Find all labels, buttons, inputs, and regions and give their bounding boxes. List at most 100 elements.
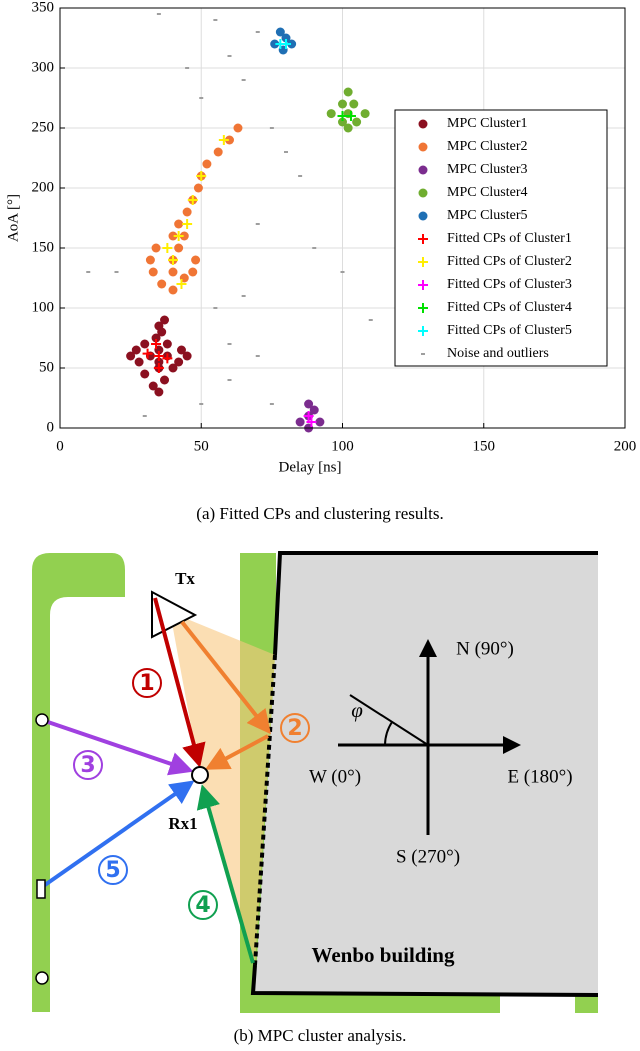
point xyxy=(269,403,274,405)
point xyxy=(151,339,162,349)
point xyxy=(145,255,155,265)
path-badge xyxy=(132,668,162,698)
legend-label: MPC Cluster4 xyxy=(447,185,528,200)
legend-marker xyxy=(418,303,428,313)
building-label: Wenbo building xyxy=(312,943,455,967)
point xyxy=(269,127,274,129)
point xyxy=(142,348,153,359)
point xyxy=(338,117,347,127)
point xyxy=(343,87,353,97)
point xyxy=(306,417,317,427)
rx-antenna xyxy=(191,766,209,784)
y-tick-label: 50 xyxy=(39,359,54,375)
point xyxy=(227,379,232,381)
point xyxy=(182,219,193,229)
point xyxy=(148,267,158,277)
x-tick-label: 100 xyxy=(331,438,354,454)
point xyxy=(131,345,141,355)
point xyxy=(162,339,172,349)
point xyxy=(241,295,246,297)
path-badge xyxy=(280,713,310,743)
y-tick-label: 350 xyxy=(32,0,55,15)
legend-label: MPC Cluster1 xyxy=(447,116,528,131)
point xyxy=(284,151,288,153)
path-number: 1 xyxy=(139,671,154,696)
plot-frame xyxy=(59,7,626,429)
caption: (a) Fitted CPs and clustering results. xyxy=(196,504,443,523)
legend-marker xyxy=(418,188,428,198)
point xyxy=(255,355,260,357)
point xyxy=(176,279,187,289)
point xyxy=(174,243,184,253)
y-tick-label: 300 xyxy=(32,59,55,75)
legend-label: Fitted CPs of Cluster1 xyxy=(447,231,572,246)
point xyxy=(368,319,373,321)
y-tick-label: 0 xyxy=(47,419,55,435)
reflecting-wall xyxy=(253,654,277,966)
point xyxy=(255,223,260,225)
point xyxy=(309,405,319,415)
point xyxy=(182,351,192,361)
x-tick-label: 200 xyxy=(614,438,637,454)
point xyxy=(142,415,147,417)
legend-label: MPC Cluster5 xyxy=(447,208,528,223)
path-arrow xyxy=(204,734,269,770)
point xyxy=(156,13,161,15)
legend-box xyxy=(394,109,608,367)
point xyxy=(173,231,184,241)
angle-arc xyxy=(384,721,393,746)
point xyxy=(225,135,234,145)
point xyxy=(213,147,223,157)
legend-marker xyxy=(418,119,428,129)
path-arrow xyxy=(153,597,206,768)
tx-label: Tx xyxy=(175,569,195,588)
legend-label: Fitted CPs of Cluster3 xyxy=(447,277,572,292)
scatterer xyxy=(35,971,49,985)
chart: 0 50 100 150 200 250 300 350 0 50 100 150 200 MPC Clu… xyxy=(32,0,637,454)
point xyxy=(153,363,164,373)
compass-label: W (0°) xyxy=(309,766,361,787)
point xyxy=(352,117,362,127)
point xyxy=(160,375,170,385)
y-axis-label: AoA [°] xyxy=(5,194,21,242)
point xyxy=(174,219,184,229)
point xyxy=(168,255,178,265)
x-axis-label: Delay [ns] xyxy=(279,459,342,475)
y-tick-label: 150 xyxy=(32,239,55,255)
legend-marker xyxy=(418,326,428,336)
diagram: Tx Rx1 1 2 3 4 5 N (90°) W (0°) E (180°)… xyxy=(32,551,599,1013)
scatterer xyxy=(36,879,46,899)
legend-label: Fitted CPs of Cluster4 xyxy=(447,300,572,315)
point xyxy=(174,357,184,367)
point xyxy=(168,285,178,295)
x-tick-label: 150 xyxy=(473,438,496,454)
point xyxy=(153,351,164,361)
reflection-area xyxy=(170,612,275,965)
point xyxy=(191,255,201,265)
legend-label: Fitted CPs of Cluster2 xyxy=(447,254,572,269)
path-badge xyxy=(98,855,128,885)
point xyxy=(338,99,347,109)
point xyxy=(275,27,285,37)
point xyxy=(168,267,178,277)
scatterer xyxy=(35,713,49,727)
point xyxy=(162,243,173,253)
path-arrow xyxy=(196,784,255,964)
point xyxy=(295,417,305,427)
point xyxy=(304,399,314,409)
compass-label: E (180°) xyxy=(507,766,572,787)
point xyxy=(168,363,178,373)
legend-marker xyxy=(418,257,428,267)
point xyxy=(281,39,291,49)
point xyxy=(140,339,150,349)
point xyxy=(337,111,348,121)
point xyxy=(151,333,161,343)
point xyxy=(227,343,232,345)
point xyxy=(185,67,190,69)
point xyxy=(187,195,198,205)
point xyxy=(298,175,303,177)
point xyxy=(114,271,119,273)
point xyxy=(157,279,167,289)
point xyxy=(193,183,203,193)
